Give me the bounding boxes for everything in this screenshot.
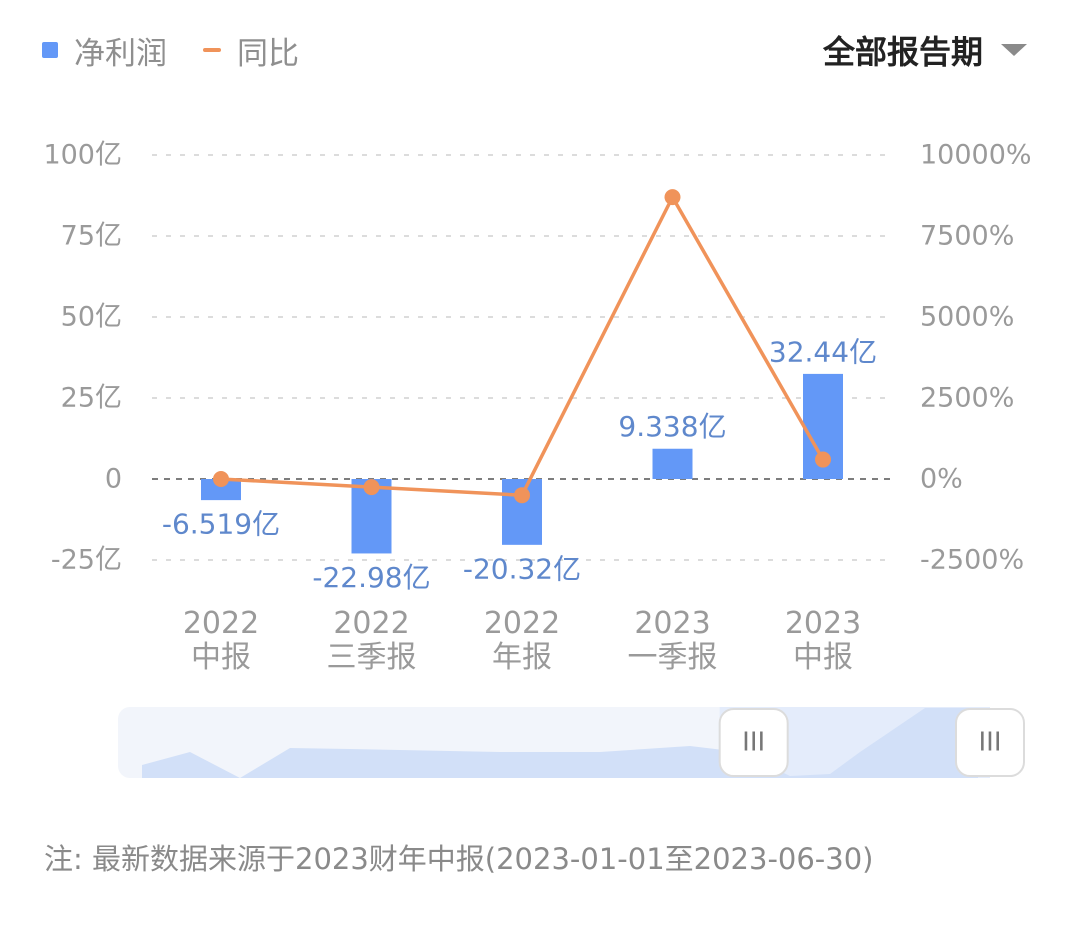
left-axis-tick-label: 25亿 [61,383,122,414]
yoy-point[interactable] [664,189,681,206]
legend-bar-swatch [42,42,58,58]
yoy-point[interactable] [213,471,229,487]
yoy-line [220,195,825,497]
report-period-label: 全部报告期 [822,33,983,71]
right-axis-tick-label: 7500% [920,221,1014,252]
right-axis-tick-labels: 10000% 7500% 5000% 2500% 0% -2500% [920,140,1032,576]
left-axis-tick-label: 100亿 [43,140,122,171]
legend-net-profit-label: 净利润 [74,35,167,72]
yoy-point[interactable] [514,487,530,504]
net-profit-bar-label: -22.98亿 [312,561,430,594]
right-axis-tick-label: -2500% [920,545,1024,576]
net-profit-bar[interactable] [201,479,241,501]
legend-item-yoy[interactable]: 同比 [203,28,299,73]
chevron-down-icon [1001,44,1027,56]
left-axis-tick-label: 0 [105,464,122,495]
yoy-point[interactable] [815,451,831,468]
chart-legend: 净利润 同比 [42,28,335,72]
slider-grip-icon: III [742,728,765,758]
data-source-note: 注: 最新数据来源于2023财年中报(2023-01-01至2023-06-30… [44,842,874,876]
x-axis-category-label: 2022 中报 [183,606,259,675]
net-profit-bar-label: 9.338亿 [618,410,726,443]
slider-handle-left[interactable] [718,708,789,777]
x-axis-category-labels: 2022 中报 2022 三季报 2022 年报 2023 一季报 2023 中报 [183,606,861,675]
right-axis-tick-label: 0% [920,464,963,495]
slider-preview-area [142,708,978,778]
x-axis-category-label: 2023 中报 [785,606,861,675]
left-axis-tick-label: 75亿 [61,221,122,252]
left-axis-tick-label: 50亿 [61,302,122,333]
left-axis-tick-label: -25亿 [51,545,122,576]
slider-handle-right[interactable] [955,708,1025,777]
grid-lines [152,154,890,561]
x-axis-category-label: 2023 一季报 [628,606,718,675]
right-axis-tick-label: 2500% [920,383,1014,414]
net-profit-chart: 100亿 75亿 50亿 25亿 0 -25亿 10000% 7500% 5000% 2500%… [43,140,1032,778]
slider-grip-icon: III [978,728,1001,758]
data-zoom-slider[interactable]: III III [118,707,1025,778]
net-profit-bar-label: 32.44亿 [769,335,877,368]
right-axis-tick-label: 10000% [920,140,1032,171]
legend-line-swatch [203,48,221,52]
yoy-line-series [213,189,831,504]
net-profit-bars [201,373,843,554]
legend-item-net-profit[interactable]: 净利润 [42,28,167,73]
report-period-dropdown[interactable]: 全部报告期 [823,28,1027,72]
x-axis-category-label: 2022 年报 [484,606,560,675]
right-axis-tick-label: 5000% [920,302,1014,333]
x-axis-category-label: 2022 三季报 [327,606,417,675]
net-profit-bar-label: -20.32亿 [463,552,581,585]
yoy-point[interactable] [363,479,380,496]
net-profit-bar[interactable] [652,448,693,479]
left-axis-tick-labels: 100亿 75亿 50亿 25亿 0 -25亿 [43,140,122,576]
net-profit-bar-labels: -6.519亿 -22.98亿 -20.32亿 9.338亿 32.44亿 [162,335,877,594]
legend-yoy-label: 同比 [237,35,299,72]
net-profit-bar-label: -6.519亿 [162,508,280,541]
